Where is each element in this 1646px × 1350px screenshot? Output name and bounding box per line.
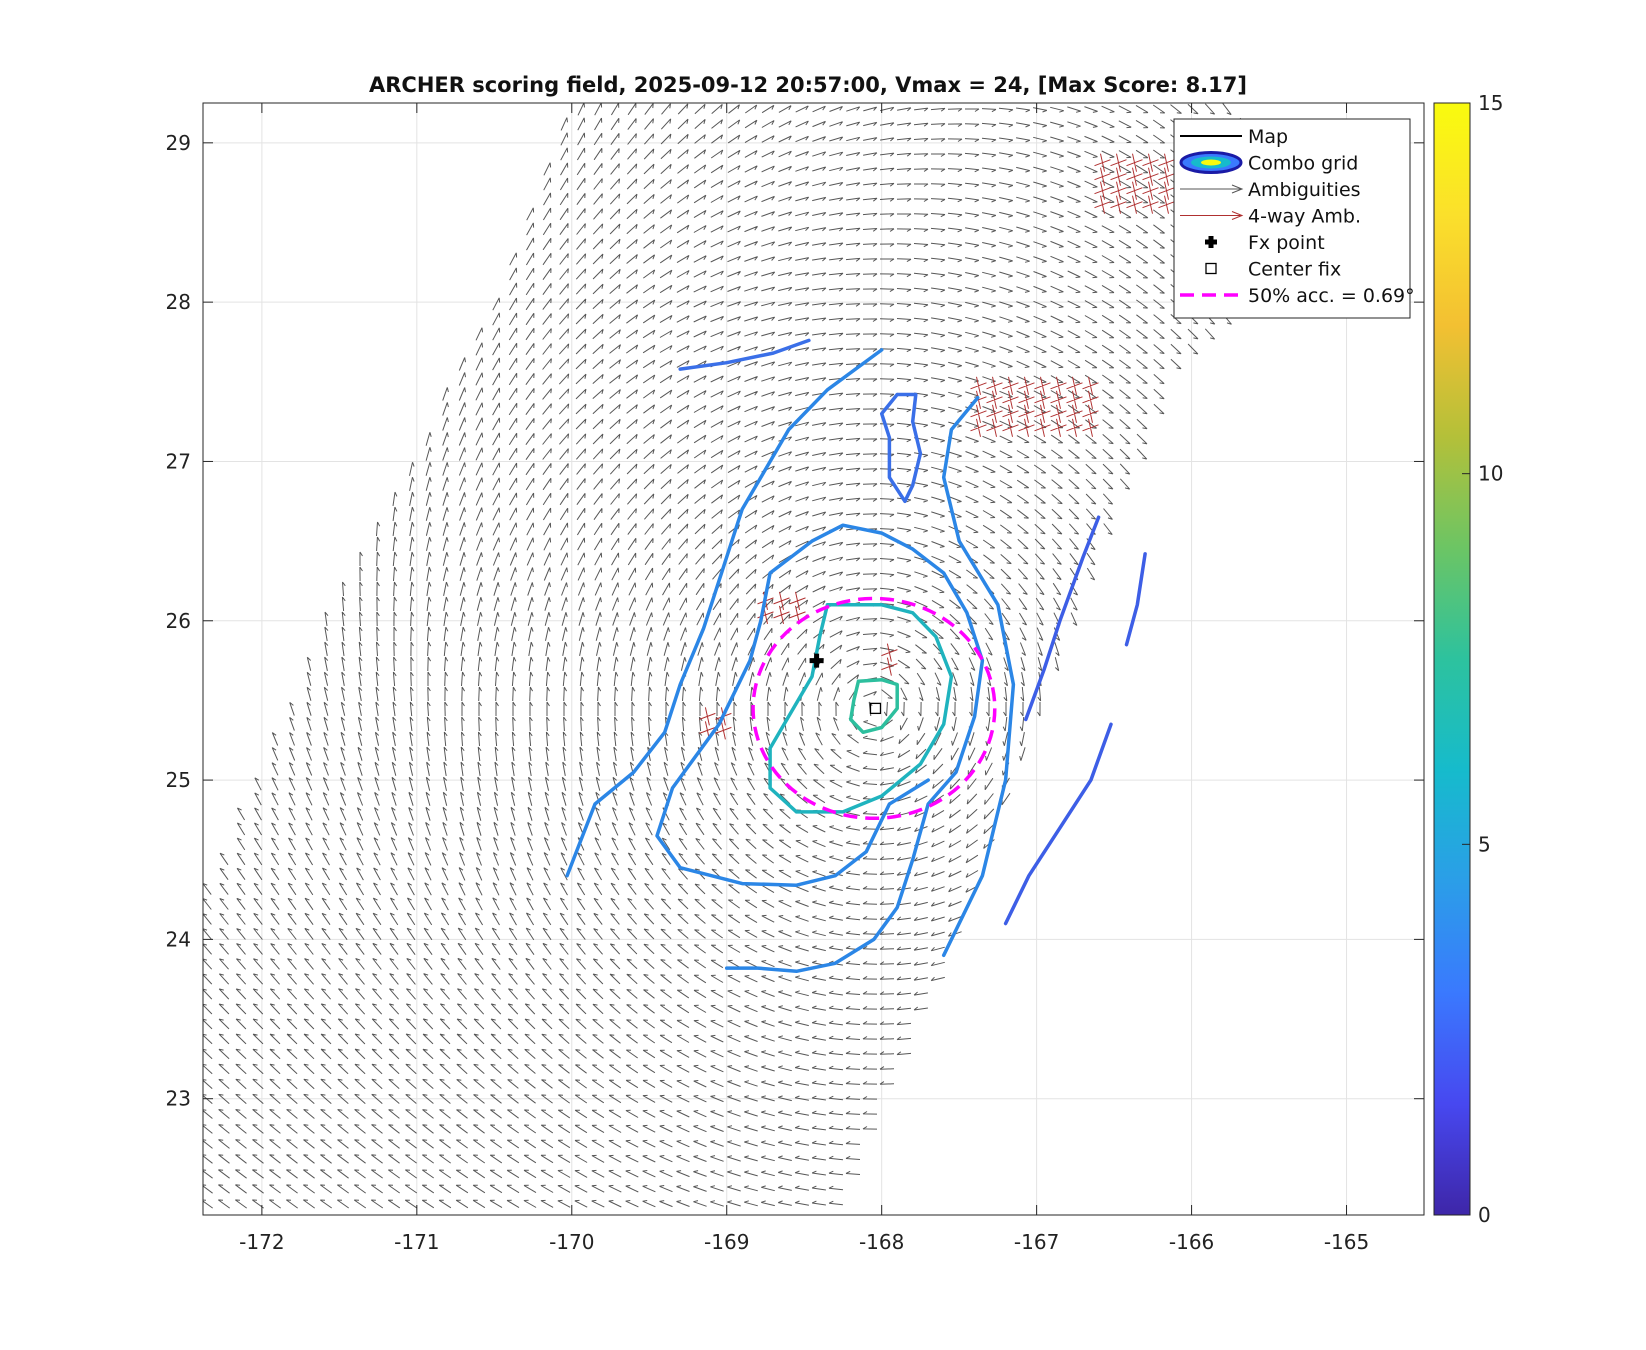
score-contour [941, 395, 1016, 958]
legend-label: Fx point [1248, 232, 1325, 254]
x-tick-label: -169 [704, 1230, 749, 1254]
legend-label: Ambiguities [1248, 179, 1361, 201]
legend-label: 4-way Amb. [1248, 206, 1361, 228]
colorbar-tick-label: 0 [1478, 1203, 1491, 1227]
wind-swath [203, 103, 1332, 1209]
legend-square-icon [1205, 262, 1217, 275]
accuracy-circle [751, 596, 997, 821]
legend-combo-grid-icon-core [1201, 159, 1221, 166]
x-tick-label: -165 [1324, 1230, 1369, 1254]
score-contour [1124, 552, 1147, 647]
score-contour [768, 603, 954, 814]
colorbar-tick-label: 10 [1478, 462, 1503, 486]
fix-markers [751, 596, 997, 821]
x-tick-label: -170 [549, 1230, 594, 1254]
ambiguity-vectors [203, 103, 1332, 1209]
legend-label: 50% acc. = 0.69° [1248, 285, 1415, 307]
legend: Map Combo grid Ambiguities 4-way Amb. Fx poi… [1173, 118, 1415, 319]
score-contours [565, 338, 1147, 974]
legend-label: Center fix [1248, 259, 1341, 281]
axis-ticks: -172 -171 -170 -169 -168 -167 -166 -165 23 24 25 26… [166, 103, 1424, 1254]
colorbar-tick-label: 15 [1478, 91, 1503, 115]
x-tick-label: -172 [239, 1230, 284, 1254]
y-tick-label: 27 [166, 449, 191, 473]
legend-plus-icon [1205, 236, 1217, 248]
colorbar-tick-label: 5 [1478, 832, 1491, 856]
x-tick-label: -168 [859, 1230, 904, 1254]
center-fix [869, 702, 882, 715]
score-contour [1003, 722, 1113, 926]
legend-label: Combo grid [1248, 153, 1358, 175]
x-tick-label: -166 [1169, 1230, 1214, 1254]
y-tick-label: 24 [166, 927, 191, 951]
y-tick-label: 26 [166, 609, 191, 633]
four-way-patch [970, 376, 1099, 437]
score-contour [655, 523, 985, 974]
fx-point [809, 653, 824, 668]
chart-title: ARCHER scoring field, 2025-09-12 20:57:0… [369, 73, 1247, 97]
score-contour [879, 392, 923, 504]
score-contour [1024, 515, 1101, 722]
y-tick-label: 23 [166, 1087, 191, 1111]
legend-label: Map [1248, 126, 1288, 148]
four-way-patch [881, 643, 898, 676]
colorbar-gradient [1433, 102, 1471, 1216]
y-tick-label: 29 [166, 131, 191, 155]
score-contour [848, 677, 899, 735]
legend-arrowhead-icon [1231, 211, 1244, 220]
legend-arrowhead-icon [1231, 184, 1244, 194]
colorbar: 0 5 10 15 [1433, 91, 1503, 1227]
x-tick-label: -167 [1014, 1230, 1059, 1254]
plot-frame [202, 102, 1425, 1216]
y-tick-label: 28 [166, 290, 191, 314]
score-contour [565, 348, 884, 878]
x-tick-label: -171 [394, 1230, 439, 1254]
score-contour [678, 338, 811, 371]
y-tick-label: 25 [166, 768, 191, 792]
